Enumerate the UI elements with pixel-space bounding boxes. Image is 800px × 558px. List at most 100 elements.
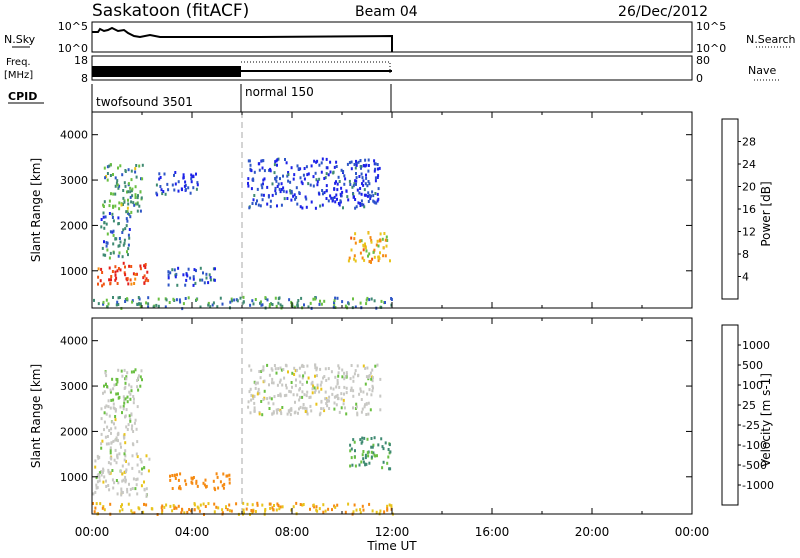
scatter-cell-1-4-249 — [277, 367, 280, 371]
scatter-cell-0-3-15 — [184, 180, 187, 184]
scatter-cell-0-3-31 — [184, 188, 187, 191]
scatter-cell-0-3-18 — [162, 190, 165, 193]
scatter-cell-1-4-46 — [379, 394, 382, 398]
scatter-cell-0-5-60 — [293, 193, 296, 197]
scatter-cell-1-4-171 — [312, 384, 315, 388]
scatter-cell-0-0-39 — [122, 261, 125, 265]
scatter-cell-0-5-174 — [374, 179, 377, 183]
scatter-cell-0-7-30 — [318, 302, 321, 306]
scatter-cell-0-0-12 — [119, 268, 122, 272]
scatter-cell-0-7-133 — [333, 299, 336, 303]
scatter-cell-0-1-51 — [127, 211, 130, 215]
scatter-cell-0-5-264 — [355, 163, 358, 167]
scatter-cell-1-4-265 — [302, 365, 305, 368]
scatter-cell-0-2-23 — [106, 165, 109, 169]
scatter-cell-0-6-30 — [382, 254, 385, 258]
scatter-cell-1-4-293 — [323, 375, 326, 378]
scatter-cell-1-4-195 — [352, 394, 355, 398]
scatter-cell-1-4-74 — [372, 386, 374, 390]
scatter-cell-0-2-28 — [118, 207, 121, 211]
colorbar-tick-label-0-5: 24 — [742, 158, 756, 171]
scatter-cell-1-2-60 — [115, 382, 118, 386]
scatter-cell-1-4-177 — [340, 397, 343, 401]
scatter-cell-1-5-48 — [382, 460, 385, 464]
scatter-cell-1-3-13 — [215, 472, 218, 476]
scatter-cell-0-7-146 — [209, 305, 212, 309]
power-panel-frame — [91, 111, 693, 309]
scatter-cell-1-5-3 — [367, 454, 370, 458]
scatter-cell-1-2-20 — [102, 391, 104, 395]
scatter-cell-0-3-7 — [166, 182, 169, 186]
scatter-cell-1-1-32 — [110, 441, 113, 445]
scatter-cell-1-2-39 — [126, 395, 129, 399]
scatter-cell-0-5-120 — [354, 166, 357, 170]
scatter-cell-0-5-297 — [367, 191, 370, 195]
scatter-cell-1-2-38 — [123, 368, 126, 372]
ytick-label-0-3: 4000 — [60, 129, 88, 142]
scatter-cell-1-0-99 — [98, 455, 101, 459]
scatter-cell-1-0-31 — [115, 461, 118, 465]
scatter-cell-1-6-12 — [171, 509, 174, 513]
scatter-cell-0-5-156 — [307, 172, 310, 176]
scatter-cell-1-4-291 — [343, 392, 345, 396]
scatter-cell-1-2-61 — [112, 398, 115, 402]
scatter-cell-0-2-42 — [109, 163, 112, 167]
scatter-cell-0-7-145 — [365, 298, 368, 302]
scatter-cell-1-6-87 — [196, 505, 199, 509]
scatter-cell-1-4-49 — [298, 366, 301, 370]
scatter-cell-1-1-65 — [117, 432, 120, 436]
scatter-cell-0-5-189 — [370, 194, 372, 198]
scatter-cell-0-1-2 — [118, 251, 121, 255]
scatter-cell-1-5-32 — [349, 449, 352, 453]
scatter-cell-0-5-131 — [282, 189, 285, 193]
scatter-cell-1-6-113 — [302, 503, 305, 506]
scatter-cell-1-5-39 — [362, 450, 365, 453]
scatter-cell-0-7-124 — [293, 305, 296, 309]
scatter-cell-0-0-49 — [147, 279, 150, 283]
scatter-cell-1-0-102 — [102, 468, 105, 472]
scatter-cell-0-6-35 — [353, 237, 356, 241]
scatter-cell-0-3-13 — [180, 187, 183, 191]
scatter-cell-0-7-73 — [157, 297, 160, 301]
scatter-cell-1-4-80 — [356, 411, 359, 415]
scatter-cell-1-4-283 — [315, 366, 318, 370]
scatter-cell-1-1-78 — [124, 415, 126, 419]
scatter-cell-0-7-108 — [178, 298, 181, 302]
scatter-cell-1-4-132 — [276, 411, 279, 415]
scatter-cell-1-3-32 — [228, 481, 231, 485]
nsky-label: N.Sky — [4, 33, 36, 46]
scatter-cell-1-2-17 — [130, 385, 133, 389]
scatter-cell-0-5-154 — [249, 167, 252, 171]
scatter-cell-0-5-283 — [353, 163, 356, 166]
scatter-cell-0-7-42 — [279, 303, 282, 307]
scatter-cell-0-2-63 — [136, 196, 139, 200]
scatter-cell-0-3-30 — [182, 176, 185, 180]
scatter-cell-1-4-211 — [370, 377, 373, 381]
scatter-cell-1-0-57 — [103, 475, 106, 479]
scatter-cell-0-5-193 — [320, 161, 323, 165]
scatter-cell-0-6-51 — [367, 231, 370, 235]
scatter-cell-0-2-65 — [125, 210, 128, 214]
scatter-cell-0-4-2 — [212, 267, 215, 271]
scatter-cell-1-0-53 — [135, 483, 138, 487]
scatter-cell-1-6-3 — [390, 506, 393, 510]
scatter-cell-1-6-135 — [188, 508, 191, 511]
scatter-cell-0-5-28 — [368, 193, 371, 197]
scatter-cell-0-3-5 — [195, 172, 197, 176]
scatter-cell-1-4-261 — [371, 376, 374, 380]
scatter-cell-1-5-19 — [381, 466, 384, 470]
scatter-cell-1-0-19 — [123, 470, 126, 474]
scatter-cell-1-4-94 — [268, 373, 271, 377]
scatter-cell-1-2-2 — [123, 401, 126, 405]
scatter-cell-0-7-88 — [249, 303, 252, 307]
scatter-cell-0-4-37 — [205, 276, 208, 280]
scatter-cell-1-2-13 — [116, 380, 119, 384]
scatter-cell-1-2-22 — [105, 383, 107, 386]
scatter-cell-1-6-62 — [215, 505, 218, 509]
scatter-cell-1-2-23 — [107, 399, 110, 403]
scatter-cell-0-6-2 — [360, 239, 363, 243]
ytick-label-1-3: 4000 — [60, 335, 88, 348]
scatter-cell-0-6-47 — [378, 257, 381, 260]
scatter-cell-1-4-44 — [369, 371, 372, 375]
scatter-cell-0-5-284 — [360, 172, 363, 176]
